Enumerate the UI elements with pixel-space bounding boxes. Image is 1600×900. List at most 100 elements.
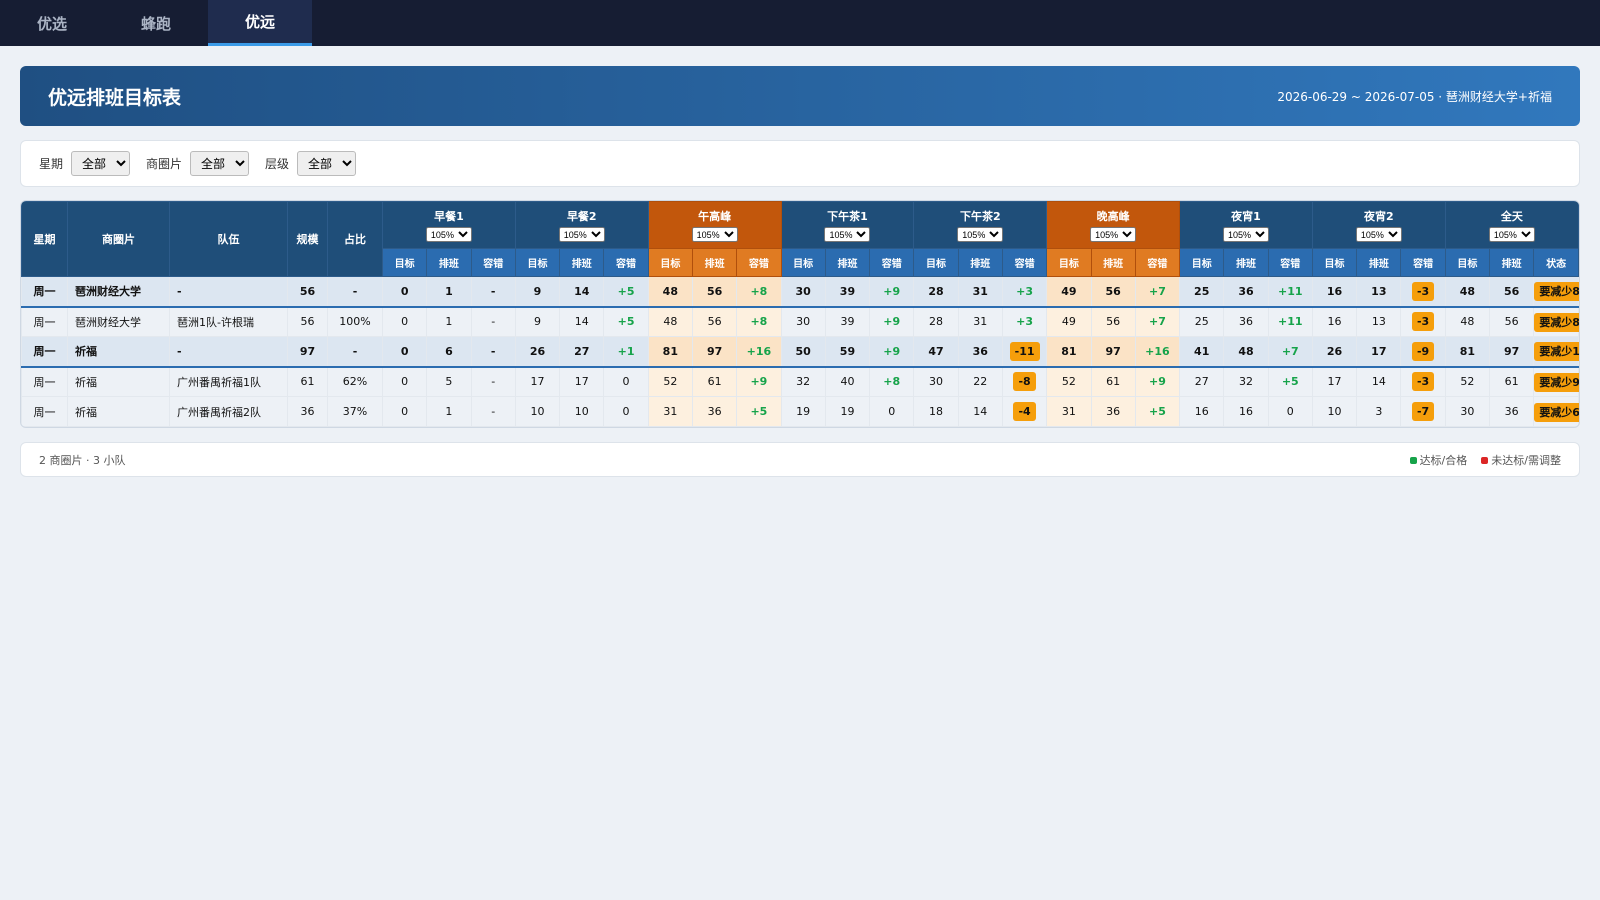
- column-header: 星期: [21, 201, 68, 277]
- legend-item: 未达标/需调整: [1481, 452, 1561, 468]
- period-name: 午高峰: [698, 210, 732, 223]
- table-cell: 56: [691, 306, 738, 337]
- table-cell: 36: [287, 396, 328, 427]
- filter-select[interactable]: 全部: [71, 151, 131, 176]
- period-header: 午高峰 105%: [647, 201, 782, 249]
- table-cell: +16: [1134, 336, 1181, 367]
- table-cell: 97: [287, 336, 328, 367]
- nav-tab[interactable]: 蜂跑: [140, 14, 171, 33]
- ratio-select[interactable]: 105%: [1355, 227, 1402, 242]
- surplus-value: +1: [617, 344, 635, 358]
- table-cell: 0: [381, 366, 428, 397]
- ratio-select[interactable]: 105%: [691, 227, 738, 242]
- surplus-value: +9: [883, 315, 901, 329]
- table-cell: 30: [780, 306, 826, 337]
- period-header: 早餐2 105%: [514, 201, 649, 249]
- ratio-select[interactable]: 105%: [558, 227, 605, 242]
- table-cell: 祈福: [67, 396, 170, 427]
- table-cell: 17: [1311, 366, 1358, 397]
- ratio-select[interactable]: 105%: [425, 227, 472, 242]
- surplus-value: +5: [1281, 375, 1299, 389]
- table-cell: -: [169, 336, 288, 367]
- surplus-value: +3: [1016, 315, 1034, 329]
- table-cell: 周一: [21, 306, 68, 337]
- table-cell: 56: [1090, 276, 1136, 307]
- table-row: 周一 琶洲财经大学 -56-0 1-9 14 +5 48 56 +8 30 39 +9 28 31 +3 49…: [21, 276, 1579, 307]
- surplus-value: +5: [617, 284, 635, 298]
- table-cell: +9: [869, 336, 915, 367]
- nav-tab[interactable]: 优远: [208, 0, 312, 46]
- table-cell: 97: [1489, 336, 1535, 367]
- table-cell: 琶洲财经大学: [67, 276, 170, 307]
- ratio-select[interactable]: 105%: [824, 227, 871, 242]
- period-name: 下午茶2: [959, 210, 1001, 223]
- sub-header: 容错: [470, 248, 516, 277]
- table-cell: 56: [1489, 306, 1535, 337]
- table-cell: 81: [1444, 336, 1491, 367]
- table-cell: 广州番禺祈福2队: [169, 396, 288, 427]
- nav-bar: 优选 蜂跑 优远: [0, 0, 1600, 46]
- filter-select[interactable]: 全部: [190, 151, 250, 176]
- surplus-value: +3: [1016, 284, 1034, 298]
- status-badge: -11: [1009, 341, 1040, 361]
- table-cell: 61: [1090, 366, 1136, 397]
- table-cell: 26: [1311, 336, 1358, 367]
- table-wrap: 星期 商圈片 队伍 规模 占比 早餐1 105% 早餐2 105% 午高峰 105% 下午茶1 105%…: [20, 200, 1580, 428]
- table-row: 周一 祈福 -97-0 6-26 27 +1 81 97 +16 50 59 +9 47 36 -11 81 9…: [21, 336, 1579, 367]
- nav-tab[interactable]: 优选: [36, 14, 67, 33]
- ratio-select[interactable]: 105%: [1488, 227, 1535, 242]
- period-header: 晚高峰 105%: [1046, 201, 1181, 249]
- status-badge: -3: [1411, 312, 1435, 332]
- surplus-value: +5: [1148, 405, 1166, 418]
- ratio-select[interactable]: 105%: [1090, 227, 1137, 242]
- table-cell: 17: [559, 366, 605, 397]
- table-cell: +3: [1001, 306, 1048, 337]
- sub-header: 排班: [1356, 248, 1402, 277]
- filter-label: 商圈片: [146, 157, 183, 171]
- table-cell: 0: [381, 396, 428, 427]
- table-cell: 30: [913, 366, 959, 397]
- table-cell: -3: [1400, 276, 1446, 307]
- table-cell: 16: [1179, 396, 1225, 427]
- filter-select[interactable]: 全部: [297, 151, 357, 176]
- period-header: 下午茶2 105%: [913, 201, 1048, 249]
- surplus-value: +7: [1148, 284, 1166, 298]
- ratio-select[interactable]: 105%: [957, 227, 1004, 242]
- table-cell: +7: [1134, 306, 1181, 337]
- sub-header: 目标: [647, 248, 693, 277]
- table-cell: 要减少16人: [1533, 336, 1579, 367]
- table-cell: 48: [647, 276, 693, 307]
- table-cell: 39: [824, 276, 871, 307]
- table-cell: +9: [1134, 366, 1181, 397]
- ratio-select[interactable]: 105%: [1222, 227, 1269, 242]
- header: 优远排班目标表 2026-06-29 ~ 2026-07-05 · 琶洲财经大学…: [20, 66, 1580, 126]
- sub-header: 容错: [1001, 248, 1048, 277]
- table-cell: 18: [913, 396, 959, 427]
- table-cell: 97: [1090, 336, 1136, 367]
- surplus-value: +7: [1148, 315, 1166, 329]
- table-cell: +5: [1134, 396, 1181, 427]
- table-cell: 49: [1046, 276, 1092, 307]
- sub-header: 容错: [869, 248, 915, 277]
- sub-header: 容错: [1400, 248, 1446, 277]
- sub-header: 目标: [1311, 248, 1358, 277]
- table-cell: 0: [869, 396, 915, 427]
- period-header: 早餐1 105%: [382, 201, 516, 249]
- status-badge: -4: [1013, 402, 1036, 421]
- table-cell: 62%: [327, 366, 383, 397]
- table-cell: 1: [426, 306, 472, 337]
- table-cell: 52: [647, 366, 693, 397]
- surplus-value: +16: [746, 344, 772, 358]
- surplus-value: +5: [750, 405, 768, 418]
- table-cell: -7: [1400, 396, 1446, 427]
- surplus-value: +9: [750, 375, 768, 389]
- table-cell: 100%: [327, 306, 383, 337]
- table-cell: 31: [1046, 396, 1092, 427]
- table-cell: 61: [691, 366, 738, 397]
- table-cell: 81: [647, 336, 693, 367]
- sub-header: 排班: [1489, 248, 1535, 277]
- table-cell: 61: [287, 366, 328, 397]
- surplus-value: +9: [883, 344, 901, 358]
- legend-swatch: [1409, 456, 1417, 464]
